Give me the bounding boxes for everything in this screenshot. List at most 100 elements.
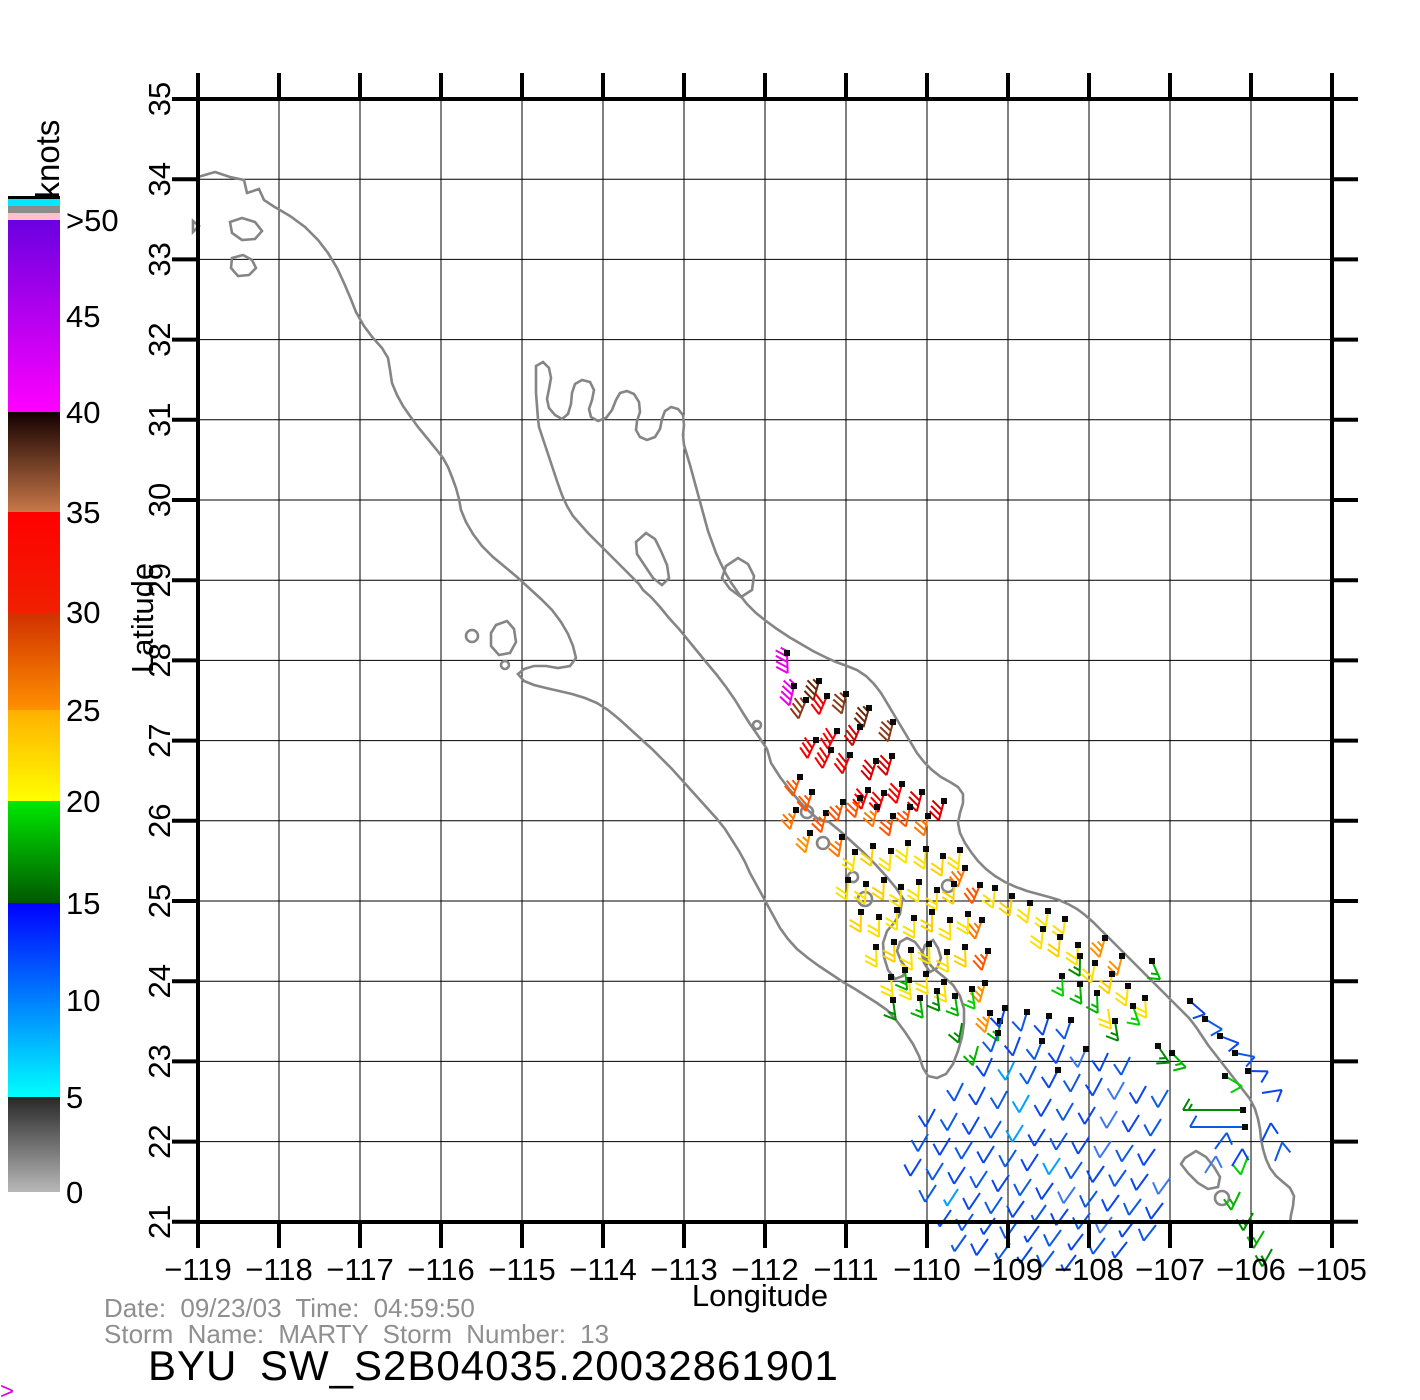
barb-head-dot xyxy=(890,997,896,1003)
wind-barb xyxy=(868,791,885,813)
barb-head-dot xyxy=(908,947,914,953)
plot-title: BYU SW_S2B04035.20032861901 xyxy=(148,1342,839,1389)
wind-barb xyxy=(1027,1128,1046,1147)
wind-barb xyxy=(780,809,797,830)
wind-barb xyxy=(814,746,832,769)
wind-barb xyxy=(1219,1035,1240,1053)
barb-head-dot xyxy=(902,967,908,973)
barb-head-dot xyxy=(889,753,895,759)
wind-barb xyxy=(1079,1190,1098,1208)
barb-head-dot xyxy=(911,915,917,921)
barb-head-dot xyxy=(916,879,922,885)
barb-head-dot xyxy=(957,847,963,853)
wind-barb xyxy=(1091,1052,1109,1072)
colorbar-segment xyxy=(8,801,60,903)
colorbar-tick-label: 5 xyxy=(66,1080,83,1115)
wind-barb xyxy=(848,911,862,933)
wind-barb xyxy=(962,1192,981,1211)
date-time-line: Date: 09/23/03 Time: 04:59:50 xyxy=(104,1293,475,1323)
barb-head-dot xyxy=(1045,908,1051,914)
wind-barb xyxy=(1030,1204,1047,1222)
wind-barb xyxy=(1084,1077,1103,1097)
barb-head-dot xyxy=(952,993,958,999)
wind-barb xyxy=(1064,1161,1083,1180)
wind-barb xyxy=(943,1188,959,1207)
barb-head-dot xyxy=(1075,942,1081,948)
y-tick-label: 21 xyxy=(142,1205,177,1239)
barb-head-dot xyxy=(857,724,863,730)
wind-barb xyxy=(953,946,967,968)
y-tick-label: 30 xyxy=(142,483,177,517)
wind-barb xyxy=(928,799,945,822)
wind-barb xyxy=(827,801,844,822)
coastline xyxy=(191,170,1296,1224)
wind-barb xyxy=(1057,1186,1076,1204)
wind-barb xyxy=(997,1061,1015,1081)
wind-barb xyxy=(843,724,861,747)
wind-barb xyxy=(1011,1094,1030,1114)
x-tick-label: −114 xyxy=(569,1252,637,1287)
y-tick-label: 28 xyxy=(142,643,177,677)
barb-head-dot xyxy=(845,877,851,883)
wind-barb xyxy=(1182,1098,1243,1111)
barb-head-dot xyxy=(1009,893,1015,899)
wind-barb xyxy=(1234,1052,1256,1068)
wind-barb xyxy=(882,941,896,963)
barb-head-dot xyxy=(941,798,947,804)
barb-head-dot xyxy=(873,758,879,764)
barb-head-dot xyxy=(906,977,912,983)
wind-barb xyxy=(913,815,929,837)
wind-barb xyxy=(1126,1005,1141,1026)
barb-head-dot xyxy=(1232,1050,1238,1056)
barb-head-dot xyxy=(1024,1009,1030,1015)
wind-barb xyxy=(1247,1070,1269,1084)
barb-head-dot xyxy=(979,917,985,923)
wind-barb xyxy=(939,1112,958,1132)
wind-barb xyxy=(852,788,869,810)
barb-head-dot xyxy=(917,995,923,1001)
barb-head-dot xyxy=(1057,934,1063,940)
wind-barb xyxy=(1254,1248,1273,1268)
barb-head-dot xyxy=(874,804,880,810)
wind-barb xyxy=(775,646,789,674)
wind-barb xyxy=(927,990,941,1012)
wind-barb xyxy=(841,851,856,873)
barb-head-dot xyxy=(985,948,991,954)
barb-head-dot xyxy=(1094,990,1100,996)
barb-head-dot xyxy=(1112,1018,1118,1024)
wind-barb xyxy=(1097,1008,1113,1030)
storm-info-line: Storm Name: MARTY Storm Number: 13 xyxy=(104,1319,610,1349)
barb-head-dot xyxy=(791,683,797,689)
wind-barb xyxy=(991,1174,1010,1193)
colorbar-segment xyxy=(8,512,60,613)
wind-barb xyxy=(1062,1073,1081,1093)
barb-head-dot xyxy=(797,774,803,780)
wind-barb xyxy=(853,705,870,728)
y-tick-label: 31 xyxy=(142,403,177,437)
wind-barb xyxy=(853,883,867,905)
wind-barb xyxy=(898,979,913,1001)
wind-barb xyxy=(1042,1157,1061,1176)
colorbar-tick-label: 10 xyxy=(66,983,100,1018)
y-tick-label: 29 xyxy=(142,563,177,597)
colorbar-tick-label: 20 xyxy=(66,784,100,819)
wind-barb xyxy=(1023,1225,1040,1243)
y-tick-label: 34 xyxy=(142,162,177,196)
wind-barb xyxy=(925,1162,944,1181)
barb-head-dot xyxy=(926,941,932,947)
barb-head-dot xyxy=(807,830,813,836)
wind-barb xyxy=(917,1108,936,1128)
wind-barb xyxy=(935,1209,952,1228)
barb-head-dot xyxy=(1059,973,1065,979)
wind-barb xyxy=(930,855,944,877)
barb-head-dot xyxy=(1002,1005,1008,1011)
barb-head-dot xyxy=(847,752,853,758)
colorbar-tick-label: 35 xyxy=(66,495,100,530)
wind-barb xyxy=(864,946,878,968)
barb-head-dot xyxy=(1142,995,1148,1001)
barb-head-dot xyxy=(962,865,968,871)
wind-barb xyxy=(941,883,955,905)
barb-head-dot xyxy=(992,885,998,891)
wind-barb xyxy=(1033,1015,1050,1036)
